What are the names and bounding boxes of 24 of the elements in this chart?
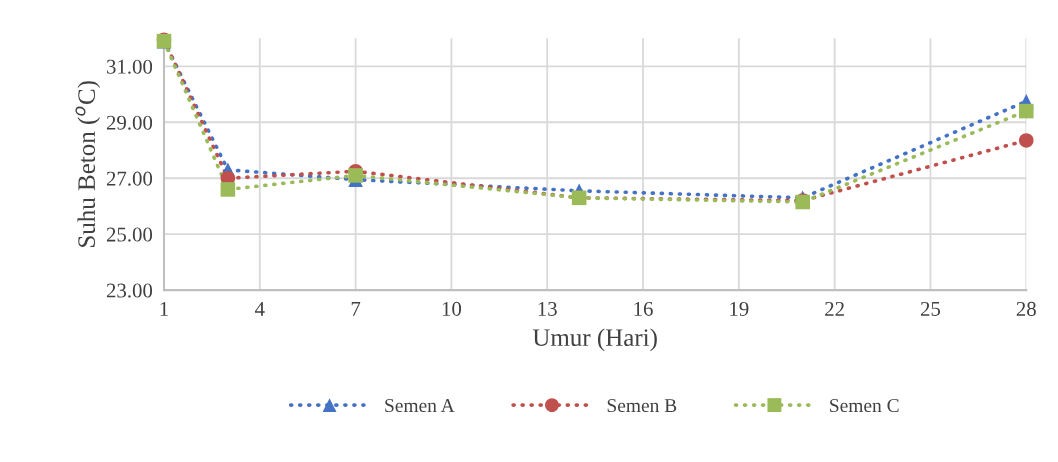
x-tick-label: 1 [160, 301, 168, 316]
point [1018, 133, 1034, 148]
point [220, 182, 236, 197]
x-tick-label: 25 [920, 301, 941, 316]
x-tick-label: 22 [825, 301, 844, 316]
x-axis-title: Umur (Hari) [532, 328, 657, 352]
y-tick-label: 31.00 [107, 59, 153, 74]
point [1018, 103, 1034, 119]
x-tick-label: 16 [634, 301, 653, 316]
legend-label: Semen C [830, 399, 899, 413]
x-tick-label: 28 [1016, 301, 1036, 316]
y-tick-label: 27.00 [106, 171, 153, 186]
x-tick-label: 7 [351, 302, 361, 316]
x-tick-label: 13 [538, 301, 557, 316]
x-tick-label: 4 [255, 301, 265, 316]
legend-label: Semen B [607, 399, 677, 413]
y-tick-label: 25.00 [106, 227, 153, 242]
legend-label: Semen A [385, 399, 455, 413]
y-tick-label: 23.00 [106, 283, 153, 298]
y-axis-title: Suhu Beton ($^{o}$C) [75, 81, 101, 247]
x-tick-label: 19 [730, 301, 749, 316]
y-tick-label: 29.00 [106, 115, 153, 130]
point [348, 168, 363, 183]
x-tick-label: 10 [442, 301, 462, 316]
